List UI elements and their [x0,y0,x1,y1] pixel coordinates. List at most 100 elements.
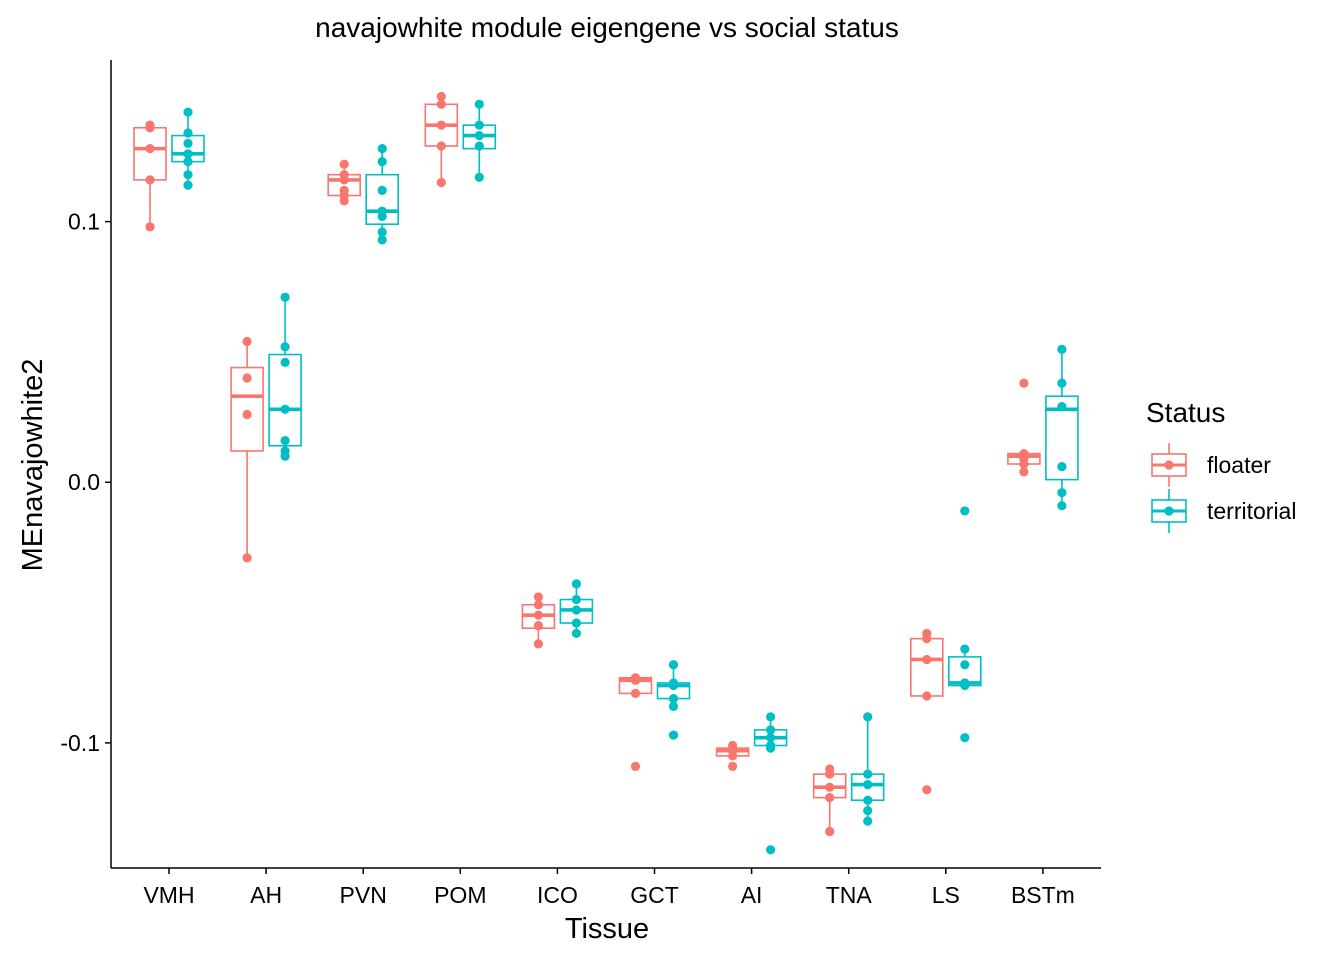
data-point [571,605,582,615]
data-point [183,180,193,190]
y-axis-title: MEnavajowhite2 [17,359,49,572]
data-point [145,175,155,185]
data-point [377,227,387,237]
legend-key-point [1164,506,1174,516]
x-tick-label: ICO [537,882,578,908]
data-point [668,701,679,712]
data-point [825,782,835,792]
data-point [766,733,776,743]
data-point [728,761,738,771]
x-tick-label: BSTm [1011,882,1075,908]
data-point [668,693,679,704]
data-point [1019,459,1029,469]
data-point [242,336,252,347]
series-territorial [171,99,1079,855]
data-point [863,816,873,826]
data-point [339,196,349,206]
data-point [339,159,349,169]
data-point [436,91,446,102]
data-point [377,235,387,245]
data-point [766,712,776,722]
x-axis-title: Tissue [565,913,649,945]
plot-area [133,91,1079,855]
x-tick-label: AH [250,882,282,908]
data-point [436,120,446,130]
series-floater [133,91,1041,837]
data-point [280,404,290,414]
legend-label: floater [1207,452,1271,478]
data-point [1057,344,1067,354]
data-point [863,769,873,779]
data-point [571,594,582,605]
data-point [922,634,932,644]
x-tick-label: AI [741,882,763,908]
data-point [474,172,484,182]
y-tick-label: 0.0 [68,469,100,495]
data-point [339,175,349,185]
data-point [183,157,193,167]
data-point [242,409,252,420]
data-point [183,128,193,138]
box [909,637,944,697]
data-point [242,553,252,563]
data-point [474,99,484,109]
legend-label: territorial [1207,498,1296,524]
data-point [571,579,582,589]
legend-key-floater [1151,443,1187,487]
data-point [766,743,776,753]
y-tick-label: -0.1 [60,730,100,756]
data-point [1057,378,1067,388]
data-point [280,451,290,461]
data-point [1057,402,1067,412]
data-point [571,628,582,639]
data-point [436,99,446,109]
data-point [863,806,873,816]
data-point [280,435,290,446]
data-point [1019,467,1029,477]
data-point [474,130,484,141]
data-point [863,779,873,790]
data-point [825,793,835,803]
x-tick-label: LS [932,882,960,908]
data-point [145,222,155,232]
data-point [280,292,290,302]
data-point [377,144,387,154]
data-point [183,170,193,180]
data-point [960,680,970,691]
data-point [960,660,970,670]
data-point [960,733,970,743]
data-point [436,141,446,151]
data-point [533,639,544,649]
box [268,353,302,447]
data-point [1057,501,1067,511]
data-point [922,654,932,665]
legend-key-point [1164,460,1174,470]
chart-title: navajowhite module eigengene vs social s… [315,12,899,43]
data-point [630,761,641,771]
data-point [377,211,387,221]
data-point [145,123,155,133]
x-tick-label: GCT [630,882,679,908]
data-point [242,373,252,383]
legend-key-territorial [1151,489,1187,533]
data-point [630,675,641,685]
data-point [280,357,290,367]
data-point [145,144,155,154]
data-point [533,600,544,610]
x-tick-label: VMH [143,882,194,908]
data-point [668,730,679,740]
data-point [533,621,544,631]
data-point [183,107,193,117]
data-point [474,120,484,130]
data-point [922,691,932,701]
data-point [668,660,679,670]
data-point [377,185,387,195]
data-point [1057,488,1067,498]
legend-title: Status [1146,397,1225,428]
data-point [183,149,193,159]
data-point [533,592,544,602]
data-point [960,506,970,516]
data-point [766,725,776,735]
data-point [571,618,582,628]
